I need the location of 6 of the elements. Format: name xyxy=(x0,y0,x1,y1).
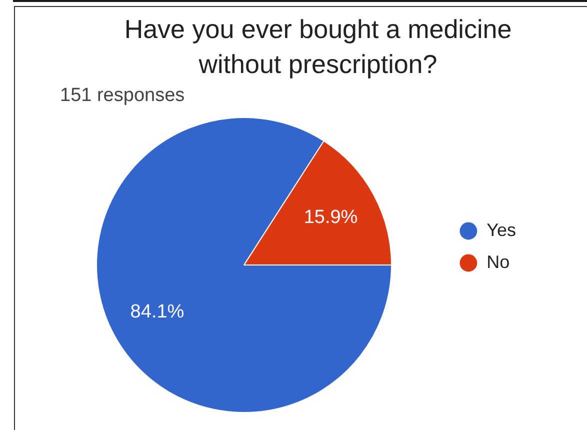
data-label: 15.9% xyxy=(304,206,358,228)
chart-title: Have you ever bought a medicine without prescription? xyxy=(123,13,513,81)
chart-subtitle: 151 responses xyxy=(60,85,185,106)
data-label: 84.1% xyxy=(130,302,184,323)
legend-label: No xyxy=(486,252,510,272)
legend-label: Yes xyxy=(486,220,516,240)
